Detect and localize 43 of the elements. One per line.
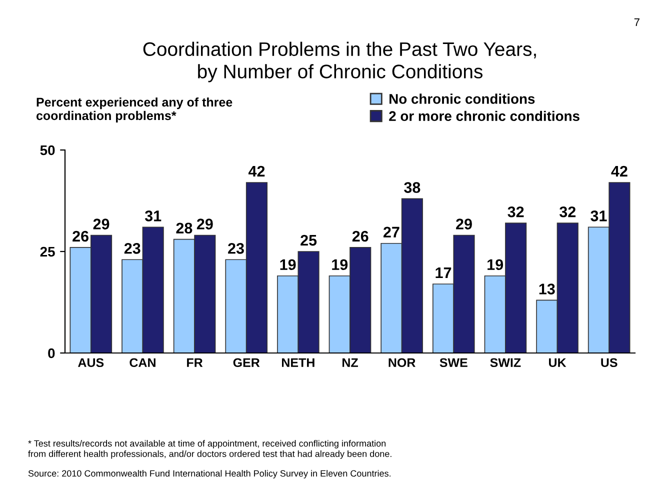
y-axis-title: Percent experienced any of three coordination problems* <box>36 97 232 123</box>
data-label: 13 <box>539 284 555 294</box>
data-label: 38 <box>404 182 420 193</box>
x-tick-label: FR <box>187 358 203 367</box>
y-tick-label: 50 <box>40 145 55 156</box>
data-label: 31 <box>144 210 162 222</box>
x-tick-label: NOR <box>388 358 416 368</box>
data-label: 29 <box>93 218 110 230</box>
data-label: 29 <box>196 218 213 230</box>
data-label: 31 <box>590 210 607 222</box>
legend-label: No chronic conditions <box>390 94 535 104</box>
data-label: 25 <box>300 234 317 246</box>
data-label: 19 <box>488 259 504 270</box>
text: 7 <box>634 18 640 26</box>
data-label: 42 <box>248 166 265 177</box>
data-label: 17 <box>436 268 452 278</box>
x-tick-label: SWE <box>440 358 468 368</box>
data-label: 23 <box>124 243 140 254</box>
x-tick-label: NZ <box>342 358 358 367</box>
x-tick-label: GER <box>233 358 260 368</box>
x-tick-label: NETH <box>282 358 314 367</box>
y-tick-label: 25 <box>40 246 55 257</box>
data-label: 28 <box>176 222 192 234</box>
legend-label: 2 or more chronic conditions <box>389 110 580 122</box>
data-label: 19 <box>332 259 348 270</box>
x-tick-label: US <box>601 358 618 368</box>
data-label: 26 <box>72 230 88 242</box>
x-tick-label: AUS <box>78 358 104 368</box>
data-label: 42 <box>611 166 628 177</box>
data-label: 29 <box>456 218 472 230</box>
x-tick-label: UK <box>548 358 566 368</box>
data-label: 23 <box>228 243 244 254</box>
chart-title: Coordination Problems in the Past Two Years, by Number of Chronic Conditions <box>143 42 536 82</box>
data-label: 19 <box>280 259 296 270</box>
source-note: Source: 2010 Commonwealth Fund International Health Policy Survey in Eleven Countries. <box>28 470 390 478</box>
x-tick-label: CAN <box>130 358 156 368</box>
data-label: 27 <box>383 226 400 238</box>
text: * Test results/records not available at time of appointment, received conflicting information from different health professionals, and/or doctors ordered test that had already been done. <box>28 440 392 459</box>
data-label: 26 <box>352 230 368 242</box>
y-tick-label: 0 <box>48 348 55 358</box>
data-label: 32 <box>559 206 576 218</box>
data-label: 32 <box>508 206 524 218</box>
x-tick-label: SWIZ <box>490 358 521 368</box>
